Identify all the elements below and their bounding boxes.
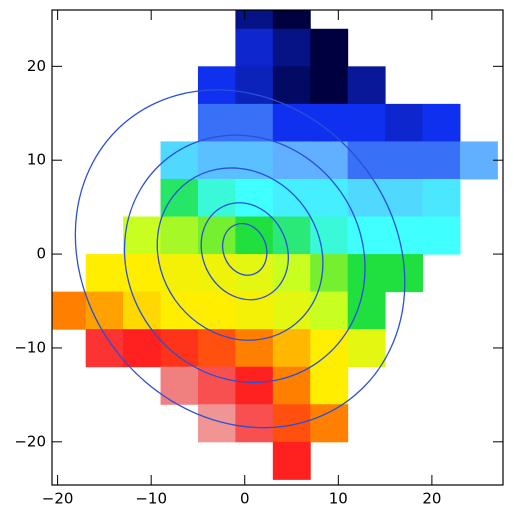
map-cell [235,254,274,293]
map-cell [347,216,386,255]
y-tick-label: 0 [36,245,46,263]
map-cell [272,103,311,142]
x-tick-label: 10 [329,490,348,508]
map-cell [235,404,274,443]
map-cell [85,254,124,293]
map-cell [347,291,386,330]
map-cell [310,141,349,180]
plot-frame [51,9,504,486]
map-cell [123,329,162,368]
x-tick-label: 0 [240,490,250,508]
contour [74,89,406,429]
map-cell [235,28,274,67]
map-cell [310,254,349,293]
map-cell [197,216,236,255]
x-tick-label: 20 [422,490,441,508]
map-cell [310,366,349,405]
map-cell [272,404,311,443]
map-cell [272,441,311,480]
map-cell [347,141,386,180]
map-cell [310,103,349,142]
map-cell [235,366,274,405]
map-cell [235,291,274,330]
y-tick-label: −10 [14,338,46,356]
map-cell [197,329,236,368]
map-cell [123,291,162,330]
map-cell [197,254,236,293]
map-cell [310,404,349,443]
map-cell [197,404,236,443]
map-cell [123,216,162,255]
map-cell [422,141,461,180]
y-tick-label: 20 [27,57,46,75]
map-cell [160,254,199,293]
map-cell [52,291,87,330]
contour [156,167,324,341]
map-cell [235,216,274,255]
map-cell [272,28,311,67]
map-cell [347,329,386,368]
map-cell [347,103,386,142]
plot-area [52,10,498,480]
map-cell [160,329,199,368]
map-cell [347,254,386,293]
map-cell [235,10,274,30]
map-cell [160,178,199,218]
map-cell [235,141,274,180]
map-cell [272,66,311,105]
map-cell [310,329,349,368]
map-cell [347,178,386,218]
map-cell [160,141,199,180]
map-cell [422,216,461,255]
map-cell [422,178,461,218]
map-cell [272,329,311,368]
map-cell [160,291,199,330]
map-cell [272,366,311,405]
map-cell [235,329,274,368]
map-cell [385,178,424,218]
map-cell [310,216,349,255]
contour [200,202,289,301]
map-cell [160,366,199,405]
map-cell [310,178,349,218]
map-cell [197,178,236,218]
map-cell [310,66,349,105]
map-cell [197,366,236,405]
map-cell [272,10,311,30]
contour [221,222,268,276]
map-cell [123,254,162,293]
map-cell [272,178,311,218]
map-cell [272,216,311,255]
y-tick-label: −20 [14,432,46,450]
map-cell [310,28,349,67]
map-cell [197,66,236,105]
map-cell [459,141,498,180]
map-cell [160,216,199,255]
contour [123,134,366,384]
x-tick-label: −10 [135,490,167,508]
map-cell [272,291,311,330]
map-cell [385,216,424,255]
map-cell [422,103,461,142]
map-cell [310,291,349,330]
map-cell [347,66,386,105]
map-cell [272,141,311,180]
map-cell [385,141,424,180]
map-cell [235,178,274,218]
y-tick-label: 10 [27,151,46,169]
map-cell [385,103,424,142]
x-tick-label: −20 [42,490,74,508]
map-cell [197,291,236,330]
map-cell [235,66,274,105]
